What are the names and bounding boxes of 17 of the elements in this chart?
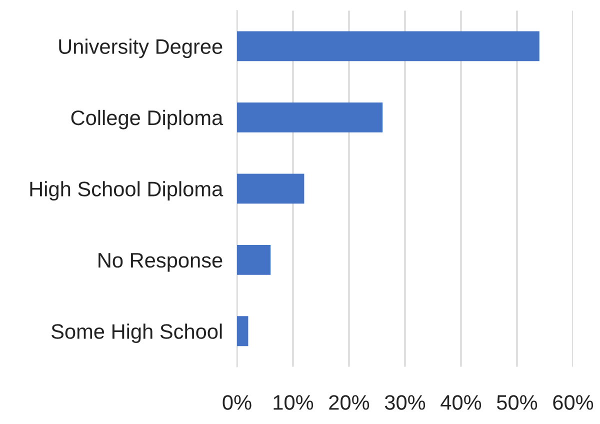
x-tick-label: 0% <box>222 395 252 410</box>
x-tick-label: 20% <box>329 395 370 410</box>
bar <box>237 316 248 346</box>
y-tick-label: University Degree <box>59 38 222 58</box>
y-tick-label: Some High School <box>52 324 222 344</box>
bar <box>237 31 540 62</box>
bar <box>237 174 304 204</box>
y-tick-label: No Response <box>98 253 222 272</box>
x-tick-label: 50% <box>496 395 538 410</box>
x-tick-label: 60% <box>553 395 594 410</box>
x-tick-label: 30% <box>384 395 426 410</box>
y-tick-label: College Diploma <box>71 110 224 130</box>
x-tick-label: 40% <box>440 395 482 410</box>
bar <box>237 244 271 275</box>
x-tick-label: 10% <box>274 395 314 410</box>
bar <box>237 102 383 132</box>
y-tick-label: High School Diploma <box>30 181 224 201</box>
